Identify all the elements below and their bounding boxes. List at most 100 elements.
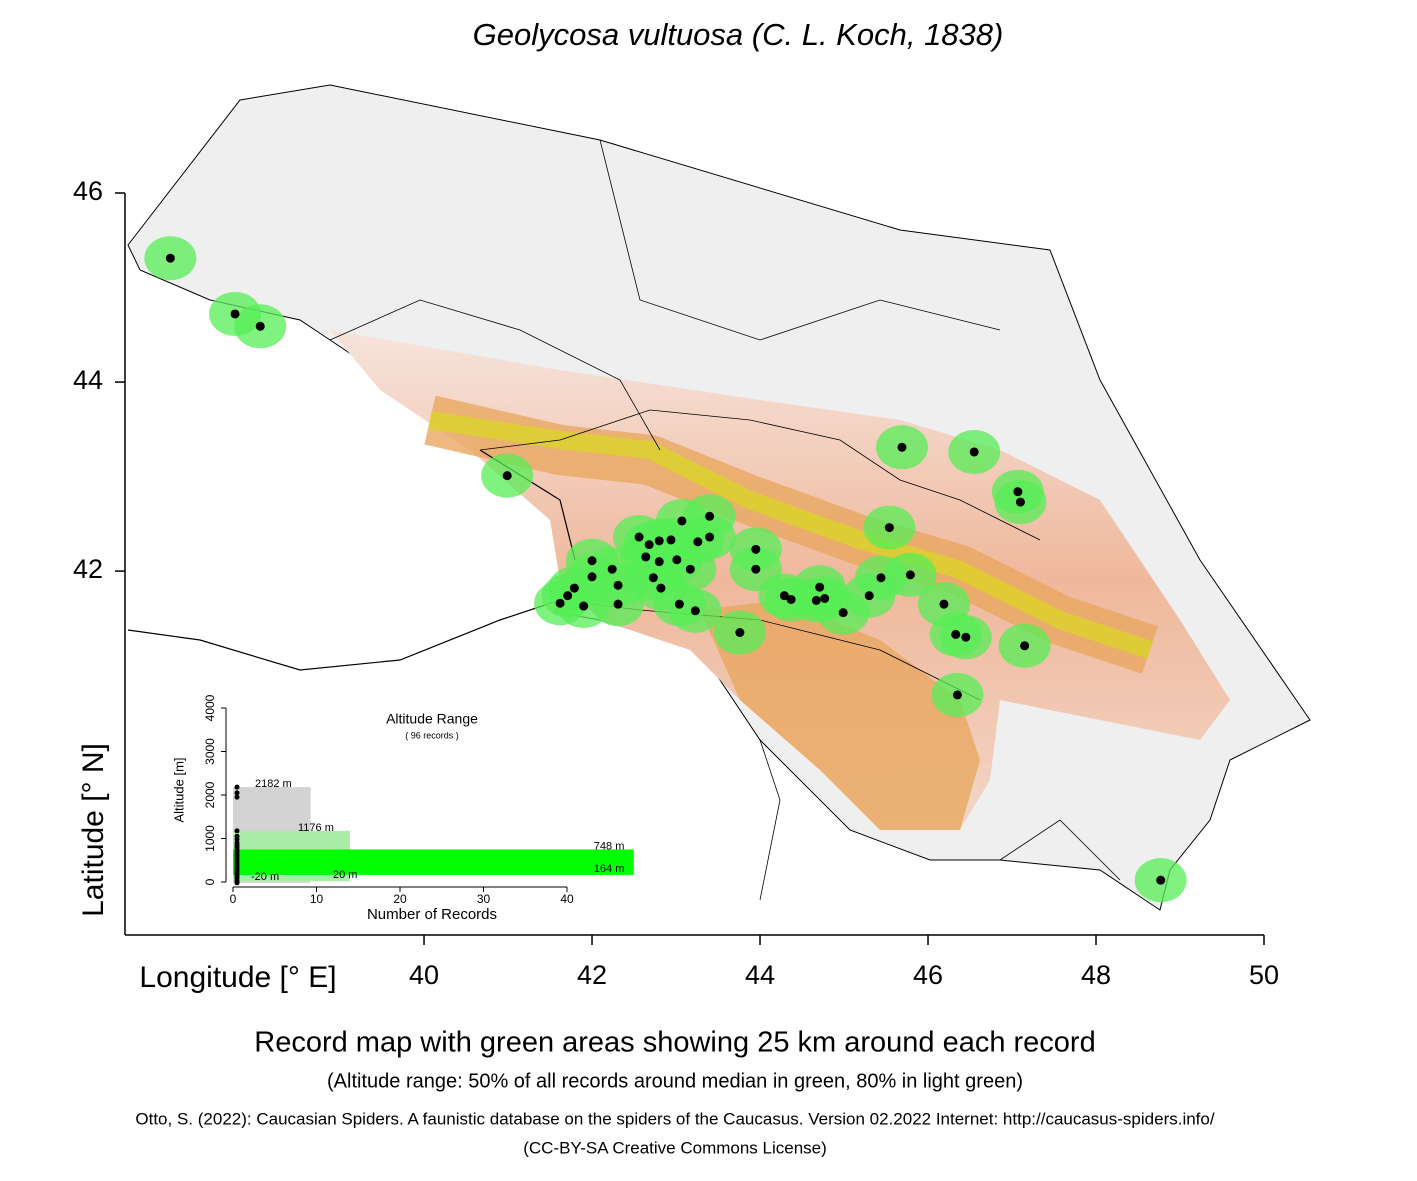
- record-point: [587, 556, 597, 566]
- altitude-record: [234, 836, 240, 842]
- altitude-range-bar: [233, 849, 634, 875]
- record-point: [674, 599, 684, 609]
- x-tick-label: 0: [230, 892, 237, 906]
- range-low-label: -20 m: [251, 871, 279, 883]
- record-point: [1013, 487, 1023, 497]
- altitude-inset: 2182 m -20 m 1176 m 20 m 748 m 164 m 0 10 20 30 40…: [171, 694, 634, 923]
- subcaption: (Altitude range: 50% of all records arou…: [327, 1070, 1023, 1092]
- record-point: [905, 570, 915, 580]
- record-point: [502, 471, 512, 481]
- record-point: [811, 595, 821, 605]
- record-point: [613, 580, 623, 590]
- license: (CC-BY-SA Creative Commons License): [523, 1138, 827, 1157]
- record-point: [690, 606, 700, 616]
- record-point: [648, 573, 658, 583]
- record-point: [786, 594, 796, 604]
- record-point: [693, 537, 703, 547]
- range-low-label: 164 m: [594, 863, 625, 875]
- inset-x-label: Number of Records: [367, 906, 497, 923]
- y-tick-label: 4000: [203, 694, 217, 721]
- record-point: [951, 629, 961, 639]
- y-tick-label: 2000: [203, 781, 217, 808]
- record-point: [579, 601, 589, 611]
- x-tick-label: 30: [477, 892, 491, 906]
- inset-title: Altitude Range: [386, 711, 478, 727]
- record-point: [884, 523, 894, 533]
- x-tick-label: 20: [393, 892, 407, 906]
- x-tick-label: 10: [310, 892, 324, 906]
- y-tick-label: 44: [73, 365, 103, 395]
- record-point: [735, 628, 745, 638]
- record-point: [1020, 641, 1030, 651]
- record-point: [1156, 875, 1166, 885]
- record-point: [677, 516, 687, 526]
- record-point: [969, 447, 979, 457]
- record-point: [644, 540, 654, 550]
- x-tick-label: 46: [913, 960, 943, 990]
- credit: Otto, S. (2022): Caucasian Spiders. A fa…: [135, 1109, 1214, 1128]
- record-point: [666, 535, 676, 545]
- record-point: [634, 532, 644, 542]
- inset-subtitle: ( 96 records ): [405, 730, 459, 740]
- record-point: [613, 599, 623, 609]
- record-point: [705, 532, 715, 542]
- y-tick-label: 46: [73, 176, 103, 206]
- range-high-label: 1176 m: [298, 822, 334, 834]
- x-tick-label: 40: [409, 960, 439, 990]
- record-point: [876, 573, 886, 583]
- x-tick-label: 48: [1081, 960, 1111, 990]
- record-point: [897, 442, 907, 452]
- x-tick-label: 40: [560, 892, 574, 906]
- x-axis-label: Longitude [° E]: [139, 961, 336, 994]
- inset-y-label: Altitude [m]: [171, 757, 186, 822]
- record-point: [751, 564, 761, 574]
- range-low-label: 20 m: [333, 869, 357, 881]
- altitude-record: [234, 828, 240, 834]
- record-point: [563, 591, 573, 601]
- record-point: [952, 690, 962, 700]
- range-high-label: 2182 m: [255, 778, 292, 790]
- y-tick-label: 42: [73, 554, 103, 584]
- record-point: [672, 555, 682, 565]
- altitude-record: [234, 794, 240, 800]
- record-point: [751, 544, 761, 554]
- record-point: [607, 564, 617, 574]
- record-point: [815, 582, 825, 592]
- record-point: [685, 564, 695, 574]
- record-point: [587, 572, 597, 582]
- record-point: [230, 309, 240, 319]
- record-point: [555, 598, 565, 608]
- record-point: [654, 557, 664, 567]
- altitude-record: [234, 880, 240, 886]
- main-ridge-high: [428, 411, 1153, 659]
- y-tick-label: 1000: [203, 825, 217, 852]
- altitude-record: [234, 790, 240, 796]
- map-plot: 40 42 44 46 48 50 42 44 46: [73, 176, 1279, 990]
- x-tick-label: 50: [1249, 960, 1279, 990]
- record-point: [820, 594, 830, 604]
- lesser-caucasus: [700, 600, 980, 830]
- record-point: [654, 536, 664, 546]
- record-point: [641, 552, 651, 562]
- y-axis-label: Latitude [° N]: [77, 743, 110, 917]
- record-point: [165, 253, 175, 263]
- record-point: [864, 591, 874, 601]
- record-point: [961, 632, 971, 642]
- record-point: [569, 583, 579, 593]
- record-point: [838, 608, 848, 618]
- x-tick-label: 42: [577, 960, 607, 990]
- record-point: [779, 591, 789, 601]
- record-point: [656, 583, 666, 593]
- range-high-label: 748 m: [594, 840, 625, 852]
- y-tick-label: 3000: [203, 738, 217, 765]
- record-point: [1015, 497, 1025, 507]
- map-title: Geolycosa vultuosa (C. L. Koch, 1838): [473, 17, 1004, 52]
- record-point: [255, 321, 265, 331]
- altitude-record: [234, 784, 240, 790]
- record-point: [939, 599, 949, 609]
- y-tick-label: 0: [203, 878, 217, 885]
- x-tick-label: 44: [745, 960, 775, 990]
- caption: Record map with green areas showing 25 k…: [254, 1027, 1095, 1059]
- record-point: [705, 511, 715, 521]
